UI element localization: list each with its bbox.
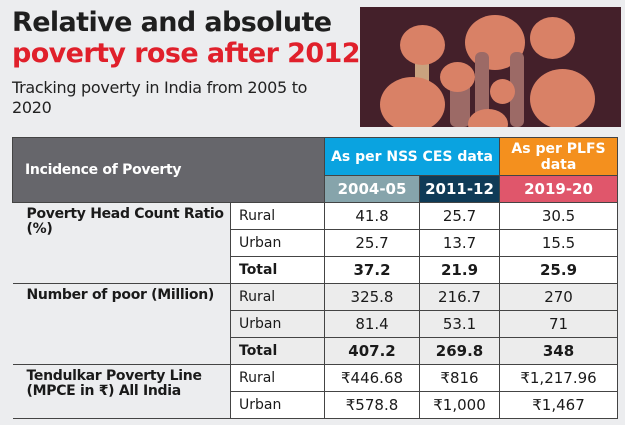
value-cell: 407.2 [324, 337, 421, 365]
value-cell: 30.5 [499, 202, 619, 230]
value-cell: 216.7 [419, 283, 501, 311]
value-cell: ₹1,467 [499, 391, 619, 419]
category-label: Tendulkar Poverty Line (MPCE in ₹) All I… [12, 364, 231, 419]
table-row: Number of poor (Million) Rural 325.8 216… [12, 283, 619, 365]
value-cell: ₹816 [419, 364, 501, 392]
table-row: Total 407.2 269.8 348 [13, 337, 619, 365]
table-row: Urban 81.4 53.1 71 [13, 310, 619, 338]
value-cell: 53.1 [419, 310, 501, 338]
value-cell: 41.8 [324, 202, 421, 230]
table-row: Tendulkar Poverty Line (MPCE in ₹) All I… [12, 364, 619, 419]
value-cell: 81.4 [324, 310, 421, 338]
year-header: 2019-20 [499, 175, 619, 203]
year-header: 2011-12 [419, 175, 501, 203]
value-cell: 270 [499, 283, 619, 311]
area-label: Urban [229, 310, 326, 338]
value-cell: 37.2 [324, 256, 421, 284]
year-header: 2004-05 [324, 175, 421, 203]
illustration-hands-with-plates [360, 7, 621, 127]
value-cell: 25.9 [499, 256, 619, 284]
subtitle: Tracking poverty in India from 2005 to 2… [12, 78, 308, 117]
value-cell: 348 [499, 337, 619, 365]
value-cell: 269.8 [419, 337, 501, 365]
area-label: Rural [229, 364, 326, 392]
area-label: Urban [229, 391, 326, 419]
table-row: Total 37.2 21.9 25.9 [13, 256, 619, 284]
table-row: Urban 25.7 13.7 15.5 [13, 229, 619, 257]
value-cell: ₹578.8 [324, 391, 421, 419]
group-header-nss: As per NSS CES data [324, 137, 501, 176]
value-cell: ₹1,000 [419, 391, 501, 419]
value-cell: ₹446.68 [324, 364, 421, 392]
value-cell: 25.7 [419, 202, 501, 230]
value-cell: 13.7 [419, 229, 501, 257]
category-label: Number of poor (Million) [12, 283, 231, 365]
value-cell: ₹1,217.96 [499, 364, 619, 392]
table-row: Poverty Head Count Ratio (%) Rural 41.8 … [12, 202, 619, 284]
value-cell: 25.7 [324, 229, 421, 257]
table-row: Urban ₹578.8 ₹1,000 ₹1,467 [13, 391, 619, 419]
value-cell: 325.8 [324, 283, 421, 311]
area-label: Rural [229, 283, 326, 311]
corner-header: Incidence of Poverty [11, 137, 326, 203]
value-cell: 15.5 [499, 229, 619, 257]
headline-line-1: Relative and absolute [12, 7, 332, 38]
area-label: Total [229, 256, 326, 284]
category-label: Poverty Head Count Ratio (%) [12, 202, 231, 284]
poverty-table: Incidence of Poverty As per NSS CES data… [11, 137, 619, 419]
area-label: Rural [229, 202, 326, 230]
group-header-plfs: As per PLFS data [499, 137, 619, 176]
headline-line-2: poverty rose after 2012 [12, 38, 361, 69]
area-label: Total [229, 337, 326, 365]
value-cell: 71 [499, 310, 619, 338]
area-label: Urban [229, 229, 326, 257]
value-cell: 21.9 [419, 256, 501, 284]
